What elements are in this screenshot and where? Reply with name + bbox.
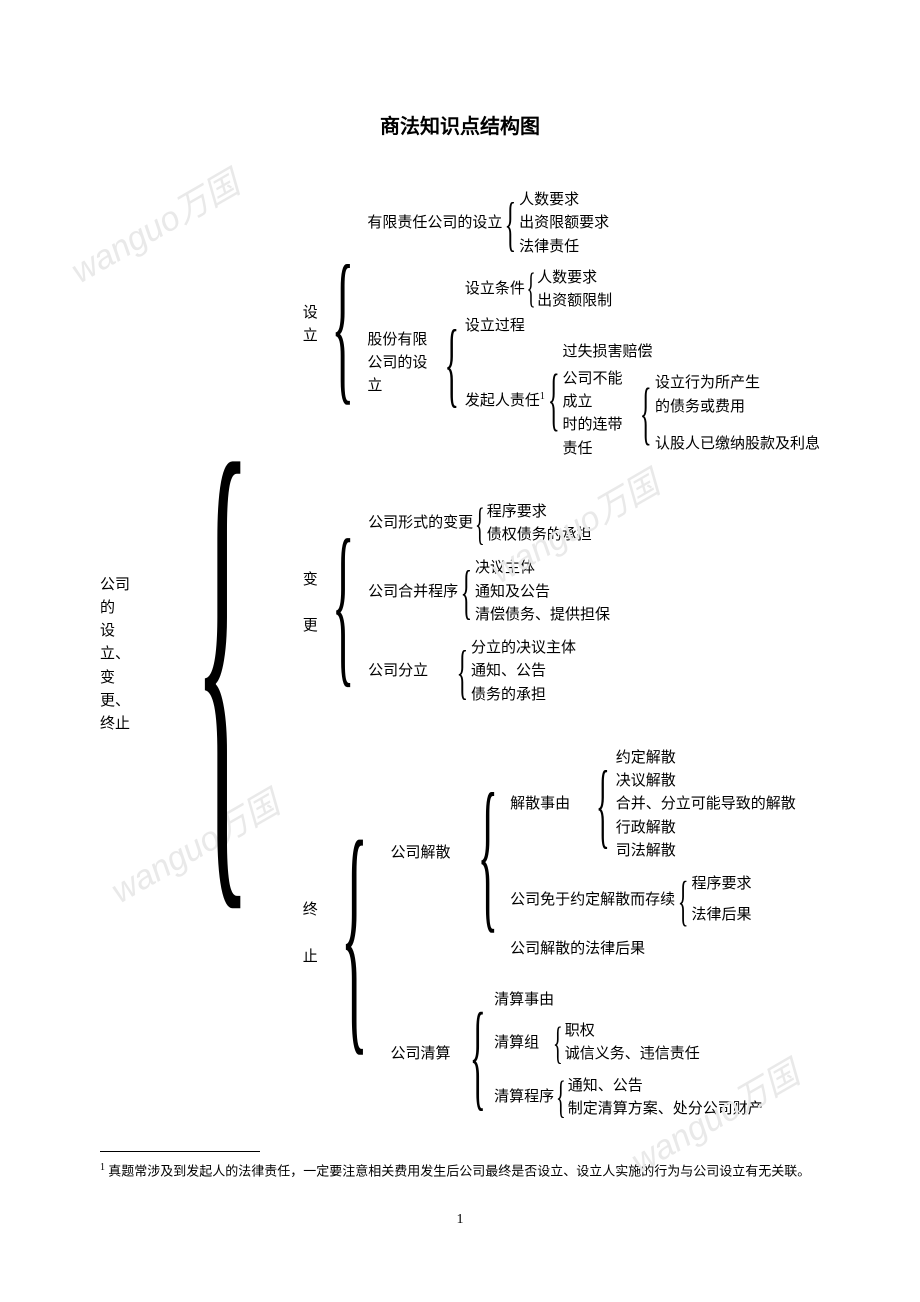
leaf: 人数要求 bbox=[519, 189, 609, 212]
brace-icon: { bbox=[457, 654, 469, 690]
leaf: 决议解散 bbox=[616, 770, 796, 793]
label-sheli: 设立 bbox=[303, 302, 318, 349]
leaf: 程序要求 bbox=[487, 501, 592, 524]
label-sheliguo: 设立过程 bbox=[465, 315, 820, 338]
tree-root-row: 公司的设立、变更、终止 { 设立 { 有限责任公司的设立 { 人数要求 出资限额… bbox=[100, 189, 820, 1121]
label-shelitiaojian: 设立条件 bbox=[465, 278, 525, 301]
branch-sheli: 设立 { 有限责任公司的设立 { 人数要求 出资限额要求 法律责任 bbox=[303, 189, 820, 461]
leaf: 约定解散 bbox=[616, 747, 796, 770]
leaf: 通知、公告 bbox=[568, 1075, 763, 1098]
label-fenli: 公司分立 bbox=[368, 660, 428, 683]
leaf: 决议主体 bbox=[475, 557, 610, 580]
leaf: 合并、分立可能导致的解散 bbox=[616, 793, 796, 816]
brace-icon: { bbox=[556, 1084, 566, 1111]
brace-icon: { bbox=[445, 336, 460, 391]
leaf: 诚信义务、违信责任 bbox=[565, 1043, 700, 1066]
label-qingsuan-zu: 清算组 bbox=[494, 1032, 539, 1055]
label-biangen: 变 更 bbox=[303, 569, 318, 639]
footnote: 1 真题常涉及到发起人的法律责任，一定要注意相关费用发生后公司最终是否设立、设立… bbox=[100, 1160, 820, 1182]
brace-icon: { bbox=[526, 277, 535, 302]
leaf: 出资限额要求 bbox=[519, 212, 609, 235]
label-gufen: 股份有限公司的设立 bbox=[367, 329, 439, 399]
brace-icon: { bbox=[331, 276, 354, 375]
brace-icon: { bbox=[505, 206, 517, 242]
brace-icon: { bbox=[596, 777, 610, 832]
leaf: 债权债务的承担 bbox=[487, 524, 592, 547]
label-qingsuan-shiyou: 清算事由 bbox=[494, 989, 763, 1012]
footnote-separator bbox=[100, 1151, 260, 1152]
brace-icon: { bbox=[553, 1030, 563, 1057]
branch-biangen: 变 更 { 公司形式的变更 { 程序要求 债权债务的承担 公司合并程序 { bbox=[303, 501, 820, 707]
brace-icon: { bbox=[475, 511, 485, 538]
label-liandai: 公司不能成立时的连带责任 bbox=[563, 368, 638, 461]
label-faqiren: 发起人责任1 bbox=[465, 389, 545, 413]
label-youxian: 有限责任公司的设立 bbox=[367, 212, 502, 235]
brace-icon: { bbox=[469, 1021, 485, 1088]
label-jiesan-shiyou: 解散事由 bbox=[510, 793, 570, 816]
branch-zhongzhi: 终 止 { 公司解散 { 解散事由 { 约定解散 bbox=[303, 747, 820, 1121]
page-title: 商法知识点结构图 bbox=[100, 110, 820, 139]
brace-icon: { bbox=[461, 574, 473, 610]
leaf: 行政解散 bbox=[616, 817, 796, 840]
page-number: 1 bbox=[100, 1212, 820, 1228]
page: wanguo万国 wanguo万国 wanguo万国 wanguo万国 商法知识… bbox=[0, 0, 920, 1288]
brace-icon: { bbox=[195, 509, 252, 801]
label-jiesan-houguo: 公司解散的法律后果 bbox=[510, 938, 796, 961]
label-xingshi: 公司形式的变更 bbox=[368, 512, 473, 535]
leaf: 人数要求 bbox=[537, 267, 612, 290]
leaf: 法律后果 bbox=[692, 904, 752, 927]
leaf: 设立行为所产生的债务或费用 bbox=[655, 372, 820, 419]
leaf: 债务的承担 bbox=[471, 684, 576, 707]
leaf: 法律责任 bbox=[519, 236, 609, 259]
leaf: 出资额限制 bbox=[537, 290, 612, 313]
label-zhongzhi: 终 止 bbox=[303, 899, 318, 969]
label-hebing: 公司合并程序 bbox=[368, 581, 458, 604]
leaf: 通知、公告 bbox=[471, 660, 576, 683]
brace-icon: { bbox=[640, 394, 652, 435]
leaf: 司法解散 bbox=[616, 840, 796, 863]
brace-icon: { bbox=[477, 806, 497, 901]
brace-icon: { bbox=[678, 884, 689, 917]
brace-icon: { bbox=[332, 553, 354, 654]
leaf: 过失损害赔偿 bbox=[563, 341, 821, 364]
leaf: 职权 bbox=[565, 1020, 700, 1043]
footnote-marker: 1 bbox=[100, 1162, 105, 1173]
brace-icon: { bbox=[340, 862, 367, 1005]
brace-icon: { bbox=[548, 380, 560, 421]
footnote-text: 真题常涉及到发起人的法律责任，一定要注意相关费用发生后公司最终是否设立、设立人实… bbox=[108, 1163, 810, 1178]
leaf: 认股人已缴纳股款及利息 bbox=[655, 433, 820, 456]
label-qingsuan-chengxu: 清算程序 bbox=[494, 1086, 554, 1109]
leaf: 制定清算方案、处分公司财产 bbox=[568, 1098, 763, 1121]
leaf: 程序要求 bbox=[692, 873, 752, 896]
leaf: 分立的决议主体 bbox=[471, 637, 576, 660]
leaf: 通知及公告 bbox=[475, 581, 610, 604]
label-jiesan-mianyu: 公司免于约定解散而存续 bbox=[510, 889, 675, 912]
root-label: 公司的设立、变更、终止 bbox=[100, 574, 143, 737]
leaf: 清偿债务、提供担保 bbox=[475, 604, 610, 627]
label-jiesan: 公司解散 bbox=[391, 842, 451, 865]
label-qingsuan: 公司清算 bbox=[391, 1043, 451, 1066]
